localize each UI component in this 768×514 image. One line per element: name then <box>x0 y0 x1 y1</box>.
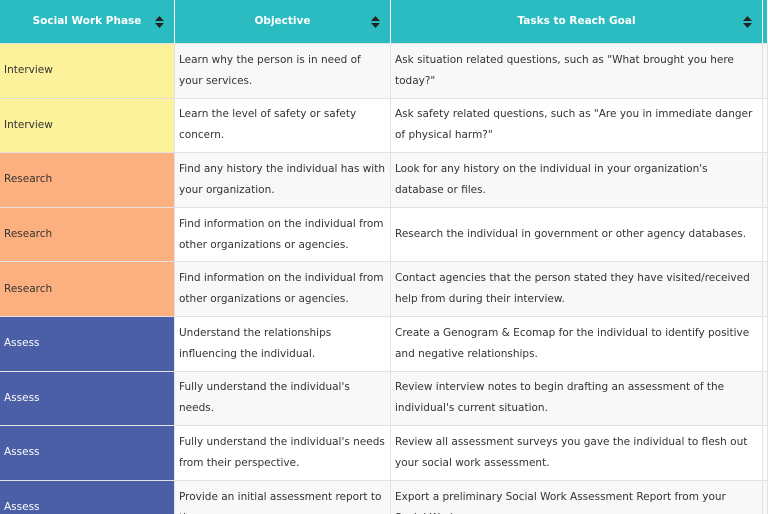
objective-cell: Learn why the person is in need of your … <box>175 44 391 99</box>
tasks-text: Create a Genogram & Ecomap for the indiv… <box>395 326 750 360</box>
phase-cell: Interview <box>0 98 175 154</box>
phase-text: Interview <box>4 64 53 77</box>
phase-cell: Research <box>0 153 175 208</box>
objective-cell: Understand the relationships influencing… <box>175 317 391 372</box>
tasks-cell: Look for any history on the individual i… <box>391 153 763 208</box>
extra-cell <box>763 98 768 154</box>
objective-text: Learn why the person is in need of your … <box>179 53 361 87</box>
tasks-cell: Export a preliminary Social Work Assessm… <box>391 480 763 514</box>
phase-text: Assess <box>4 501 40 514</box>
tasks-text: Ask situation related questions, such as… <box>395 53 734 87</box>
tasks-text: Look for any history on the individual i… <box>395 162 708 196</box>
tasks-cell: Research the individual in government or… <box>391 207 763 263</box>
tasks-cell: Create a Genogram & Ecomap for the indiv… <box>391 317 763 372</box>
phase-cell: Assess <box>0 317 175 372</box>
extra-cell <box>763 207 768 263</box>
tasks-cell: Review all assessment surveys you gave t… <box>391 426 763 481</box>
phase-cell: Assess <box>0 480 175 514</box>
column-header[interactable]: Objective <box>175 0 391 44</box>
phase-text: Interview <box>4 118 53 131</box>
phase-text: Research <box>4 228 53 241</box>
objective-text: Fully understand the individual's needs. <box>179 381 350 415</box>
extra-cell <box>763 262 768 317</box>
objective-cell: Fully understand the individual's needs … <box>175 426 391 481</box>
column-header[interactable] <box>763 0 768 44</box>
extra-cell <box>763 44 768 99</box>
column-header[interactable]: Social Work Phase <box>0 0 175 44</box>
objective-text: Learn the level of safety or safety conc… <box>179 108 357 142</box>
tasks-cell: Review interview notes to begin drafting… <box>391 371 763 427</box>
objective-text: Find information on the individual from … <box>179 272 384 306</box>
header-label: Objective <box>254 15 311 27</box>
phase-text: Assess <box>4 446 40 459</box>
extra-cell <box>763 426 768 481</box>
tasks-text: Review interview notes to begin drafting… <box>395 381 725 415</box>
sort-icon[interactable] <box>371 16 380 28</box>
objective-text: Understand the relationships influencing… <box>179 326 332 360</box>
phase-text: Assess <box>4 337 40 350</box>
objective-text: Provide an initial assessment report to … <box>179 490 382 514</box>
sort-icon[interactable] <box>155 16 164 28</box>
phase-cell: Interview <box>0 44 175 99</box>
column-header[interactable]: Tasks to Reach Goal <box>391 0 763 44</box>
tasks-cell: Contact agencies that the person stated … <box>391 262 763 317</box>
phase-cell: Assess <box>0 426 175 481</box>
objective-cell: Find information on the individual from … <box>175 207 391 263</box>
phase-cell: Assess <box>0 371 175 427</box>
header-label: Tasks to Reach Goal <box>517 15 636 27</box>
tasks-text: Research the individual in government or… <box>395 228 747 241</box>
phase-cell: Research <box>0 207 175 263</box>
objective-text: Find information on the individual from … <box>179 217 384 251</box>
objective-text: Fully understand the individual's needs … <box>179 435 385 469</box>
phase-cell: Research <box>0 262 175 317</box>
phase-text: Assess <box>4 391 40 404</box>
tasks-text: Contact agencies that the person stated … <box>395 272 750 306</box>
objective-cell: Fully understand the individual's needs. <box>175 371 391 427</box>
objective-cell: Find any history the individual has with… <box>175 153 391 208</box>
tasks-cell: Ask safety related questions, such as "A… <box>391 98 763 154</box>
objective-text: Find any history the individual has with… <box>179 162 385 196</box>
tasks-text: Review all assessment surveys you gave t… <box>395 435 748 469</box>
tasks-text: Ask safety related questions, such as "A… <box>395 108 753 142</box>
phase-text: Research <box>4 282 53 295</box>
objective-cell: Find information on the individual from … <box>175 262 391 317</box>
extra-cell <box>763 371 768 427</box>
tasks-cell: Ask situation related questions, such as… <box>391 44 763 99</box>
objective-cell: Learn the level of safety or safety conc… <box>175 98 391 154</box>
header-label: Social Work Phase <box>32 15 142 27</box>
tasks-text: Export a preliminary Social Work Assessm… <box>395 490 726 514</box>
objective-cell: Provide an initial assessment report to … <box>175 480 391 514</box>
extra-cell <box>763 317 768 372</box>
extra-cell <box>763 153 768 208</box>
sort-icon[interactable] <box>743 16 752 28</box>
extra-cell <box>763 480 768 514</box>
phase-text: Research <box>4 173 53 186</box>
